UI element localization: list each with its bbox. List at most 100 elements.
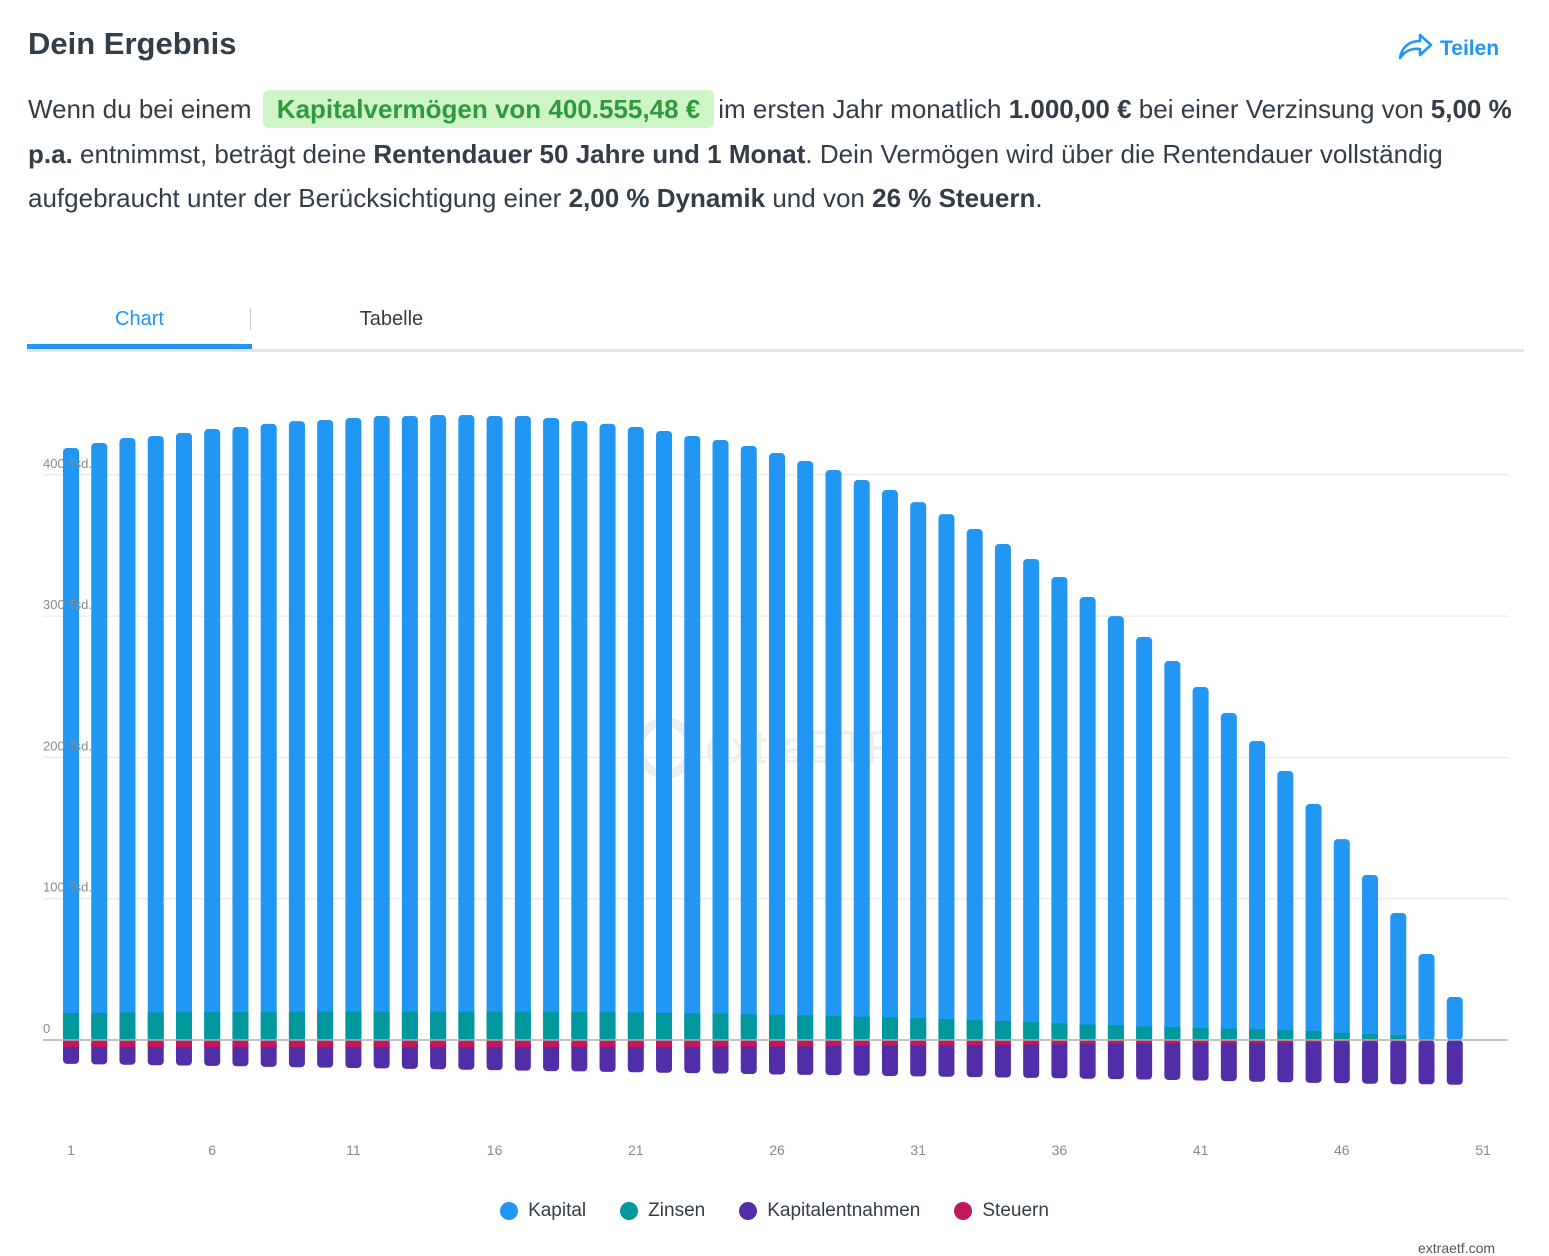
bar-zinsen: [345, 1012, 361, 1040]
bar-group-year-7: [232, 427, 248, 1066]
bar-steuern: [148, 1040, 164, 1047]
bar-kapital: [1306, 804, 1322, 1040]
bar-kapital: [769, 453, 785, 1040]
bar-group-year-43: [1249, 741, 1265, 1082]
y-tick-label: 0: [43, 1021, 50, 1036]
bar-group-year-30: [882, 490, 898, 1076]
bar-group-year-14: [430, 415, 446, 1069]
bar-group-year-6: [204, 429, 220, 1066]
bar-kapital: [119, 438, 135, 1040]
share-button[interactable]: Teilen: [1398, 32, 1499, 66]
bar-kapital: [628, 427, 644, 1040]
bar-zinsen: [741, 1014, 757, 1040]
bar-kapital: [1334, 839, 1350, 1040]
bar-group-year-10: [317, 420, 333, 1068]
bar-group-year-32: [938, 514, 954, 1077]
legend-item-steuern[interactable]: Steuern: [954, 1200, 1049, 1222]
legend-dot-icon: [500, 1202, 518, 1220]
bar-kapital: [543, 418, 559, 1040]
x-tick-label: 31: [910, 1142, 926, 1158]
bar-kapitalentnahmen: [938, 1040, 954, 1077]
legend-item-zinsen[interactable]: Zinsen: [620, 1200, 705, 1222]
bar-zinsen: [1334, 1033, 1350, 1040]
bar-zinsen: [289, 1012, 305, 1040]
bar-kapital: [1136, 637, 1152, 1040]
bar-kapitalentnahmen: [1051, 1040, 1067, 1078]
bar-steuern: [345, 1040, 361, 1047]
bar-kapital: [684, 436, 700, 1040]
bar-zinsen: [854, 1017, 870, 1040]
bar-steuern: [797, 1040, 813, 1046]
bar-steuern: [543, 1040, 559, 1047]
legend-item-kapitalentnahmen[interactable]: Kapitalentnahmen: [739, 1200, 920, 1222]
bar-zinsen: [63, 1013, 79, 1040]
bar-group-year-38: [1108, 616, 1124, 1079]
bar-zinsen: [1051, 1023, 1067, 1040]
bar-group-year-16: [487, 416, 503, 1070]
bar-kapitalentnahmen: [1419, 1040, 1435, 1084]
legend-label: Kapitalentnahmen: [767, 1200, 920, 1222]
bar-zinsen: [713, 1014, 729, 1040]
bar-kapitalentnahmen: [967, 1040, 983, 1077]
bar-group-year-20: [600, 424, 616, 1072]
x-tick-label: 36: [1052, 1142, 1068, 1158]
bar-zinsen: [910, 1018, 926, 1040]
bar-kapital: [204, 429, 220, 1040]
bar-kapital: [176, 433, 192, 1040]
share-label: Teilen: [1440, 37, 1499, 61]
tax-rate: 26 % Steuern: [872, 183, 1035, 213]
bar-zinsen: [458, 1012, 474, 1040]
x-tick-label: 46: [1334, 1142, 1350, 1158]
bar-kapital: [487, 416, 503, 1040]
bar-group-year-24: [713, 440, 729, 1073]
bar-group-year-49: [1419, 954, 1435, 1084]
bar-kapital: [345, 418, 361, 1040]
bar-zinsen: [1136, 1026, 1152, 1040]
bar-kapital: [1249, 741, 1265, 1040]
bar-zinsen: [769, 1015, 785, 1040]
bar-group-year-48: [1390, 913, 1406, 1084]
bar-zinsen: [797, 1015, 813, 1040]
bar-group-year-23: [684, 436, 700, 1073]
bar-group-year-13: [402, 416, 418, 1069]
bar-kapital: [1080, 597, 1096, 1040]
bar-group-year-25: [741, 446, 757, 1074]
bar-steuern: [402, 1040, 418, 1047]
tab-chart[interactable]: Chart: [27, 308, 252, 331]
bar-kapital: [1164, 661, 1180, 1040]
bar-kapital: [317, 420, 333, 1040]
bar-group-year-2: [91, 443, 107, 1064]
bar-kapital: [402, 416, 418, 1040]
bar-group-year-34: [995, 544, 1011, 1078]
bar-kapital: [1193, 687, 1209, 1040]
bar-kapitalentnahmen: [1221, 1040, 1237, 1081]
bar-kapitalentnahmen: [1164, 1040, 1180, 1080]
bar-zinsen: [119, 1013, 135, 1040]
bar-zinsen: [1023, 1022, 1039, 1040]
x-tick-label: 1: [67, 1142, 75, 1158]
y-tick-label: 300 Tsd.: [43, 597, 92, 612]
bar-kapital: [515, 416, 531, 1040]
bar-group-year-4: [148, 436, 164, 1065]
bar-kapital: [91, 443, 107, 1040]
legend-dot-icon: [620, 1202, 638, 1220]
tab-table[interactable]: Tabelle: [279, 308, 504, 331]
summary-text: im ersten Jahr monatlich: [718, 94, 1008, 124]
bar-kapital: [825, 470, 841, 1040]
bar-steuern: [769, 1040, 785, 1047]
bar-kapital: [458, 415, 474, 1040]
bar-kapital: [1362, 875, 1378, 1040]
legend-item-kapital[interactable]: Kapital: [500, 1200, 586, 1222]
bar-group-year-27: [797, 461, 813, 1075]
bar-kapitalentnahmen: [1306, 1040, 1322, 1083]
pension-duration: Rentendauer 50 Jahre und 1 Monat: [373, 139, 805, 169]
bar-steuern: [910, 1040, 926, 1046]
monthly-withdrawal: 1.000,00 €: [1009, 94, 1132, 124]
bar-zinsen: [1306, 1031, 1322, 1040]
bar-kapitalentnahmen: [995, 1040, 1011, 1078]
bar-zinsen: [261, 1012, 277, 1040]
bar-group-year-3: [119, 438, 135, 1065]
bar-kapitalentnahmen: [1080, 1040, 1096, 1079]
bar-kapital: [967, 529, 983, 1040]
bar-group-year-21: [628, 427, 644, 1072]
